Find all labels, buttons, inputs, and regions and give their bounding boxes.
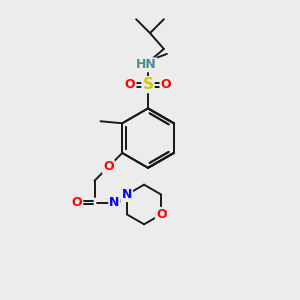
Text: O: O: [71, 196, 82, 209]
Text: O: O: [156, 208, 166, 221]
Text: N: N: [122, 188, 132, 201]
Text: O: O: [103, 160, 114, 173]
Text: S: S: [142, 77, 154, 92]
Text: O: O: [160, 78, 171, 91]
Text: N: N: [109, 196, 119, 209]
Text: HN: HN: [136, 58, 156, 71]
Text: O: O: [125, 78, 136, 91]
